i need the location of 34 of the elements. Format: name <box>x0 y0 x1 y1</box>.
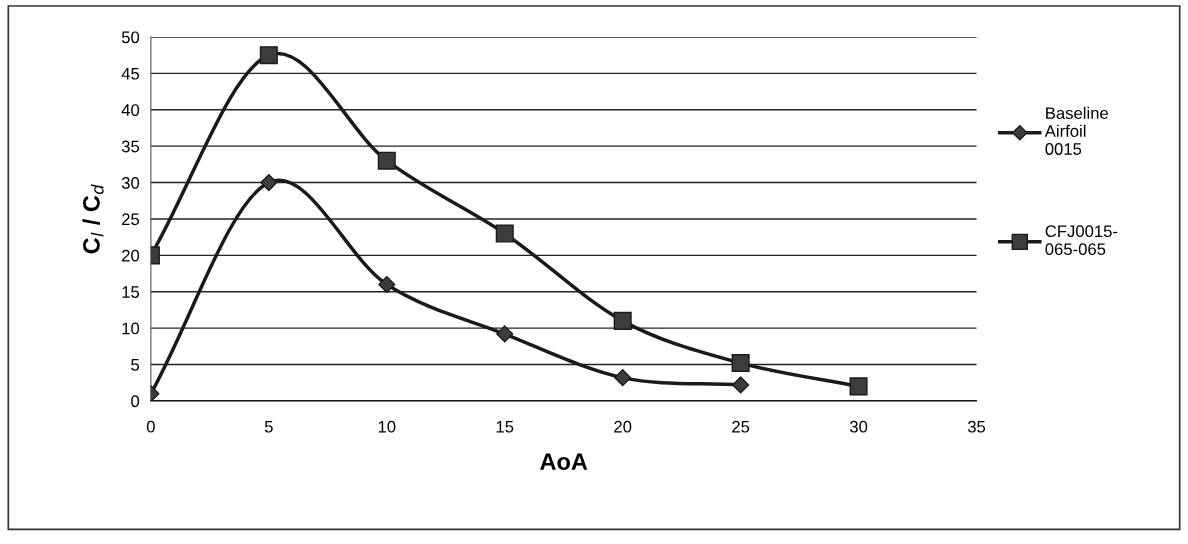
point <box>731 354 750 373</box>
y-tick-label: 20 <box>122 249 140 262</box>
point <box>732 376 750 394</box>
x-tick-label: 0 <box>146 420 155 433</box>
point <box>614 369 632 387</box>
y-tick-label: 10 <box>122 322 140 335</box>
x-tick-label: 20 <box>614 420 632 433</box>
x-tick-label: 30 <box>849 420 868 433</box>
y-tick-label: 25 <box>122 213 140 226</box>
x-tick-label: 10 <box>378 420 396 433</box>
point <box>260 174 278 192</box>
y-axis-title: C$_{l}$ / C$_{d}$ <box>82 184 104 254</box>
point <box>495 224 514 243</box>
legend-label: Baseline Airfoil 0015 <box>1044 106 1108 155</box>
point <box>849 377 868 396</box>
point <box>259 46 278 65</box>
y-tick-label: 30 <box>121 176 140 189</box>
point <box>613 311 632 330</box>
point <box>378 275 396 294</box>
x-tick-label: 35 <box>967 420 986 433</box>
y-tick-label: 50 <box>121 31 140 44</box>
x-axis-title: AoA <box>540 453 588 470</box>
y-tick-label: 35 <box>121 140 140 153</box>
y-tick-label: 15 <box>122 286 140 298</box>
y-tick-label: 45 <box>121 67 140 80</box>
point <box>377 151 396 170</box>
point <box>496 325 514 343</box>
x-tick-label: 15 <box>496 420 514 433</box>
x-tick-label: 5 <box>264 420 273 433</box>
y-tick-label: 0 <box>131 395 140 408</box>
y-tick-label: 40 <box>121 104 140 116</box>
y-tick-label: 5 <box>131 359 140 371</box>
legend-label: CFJ0015-065-065 <box>1045 225 1118 256</box>
x-tick-label: 25 <box>732 420 750 433</box>
